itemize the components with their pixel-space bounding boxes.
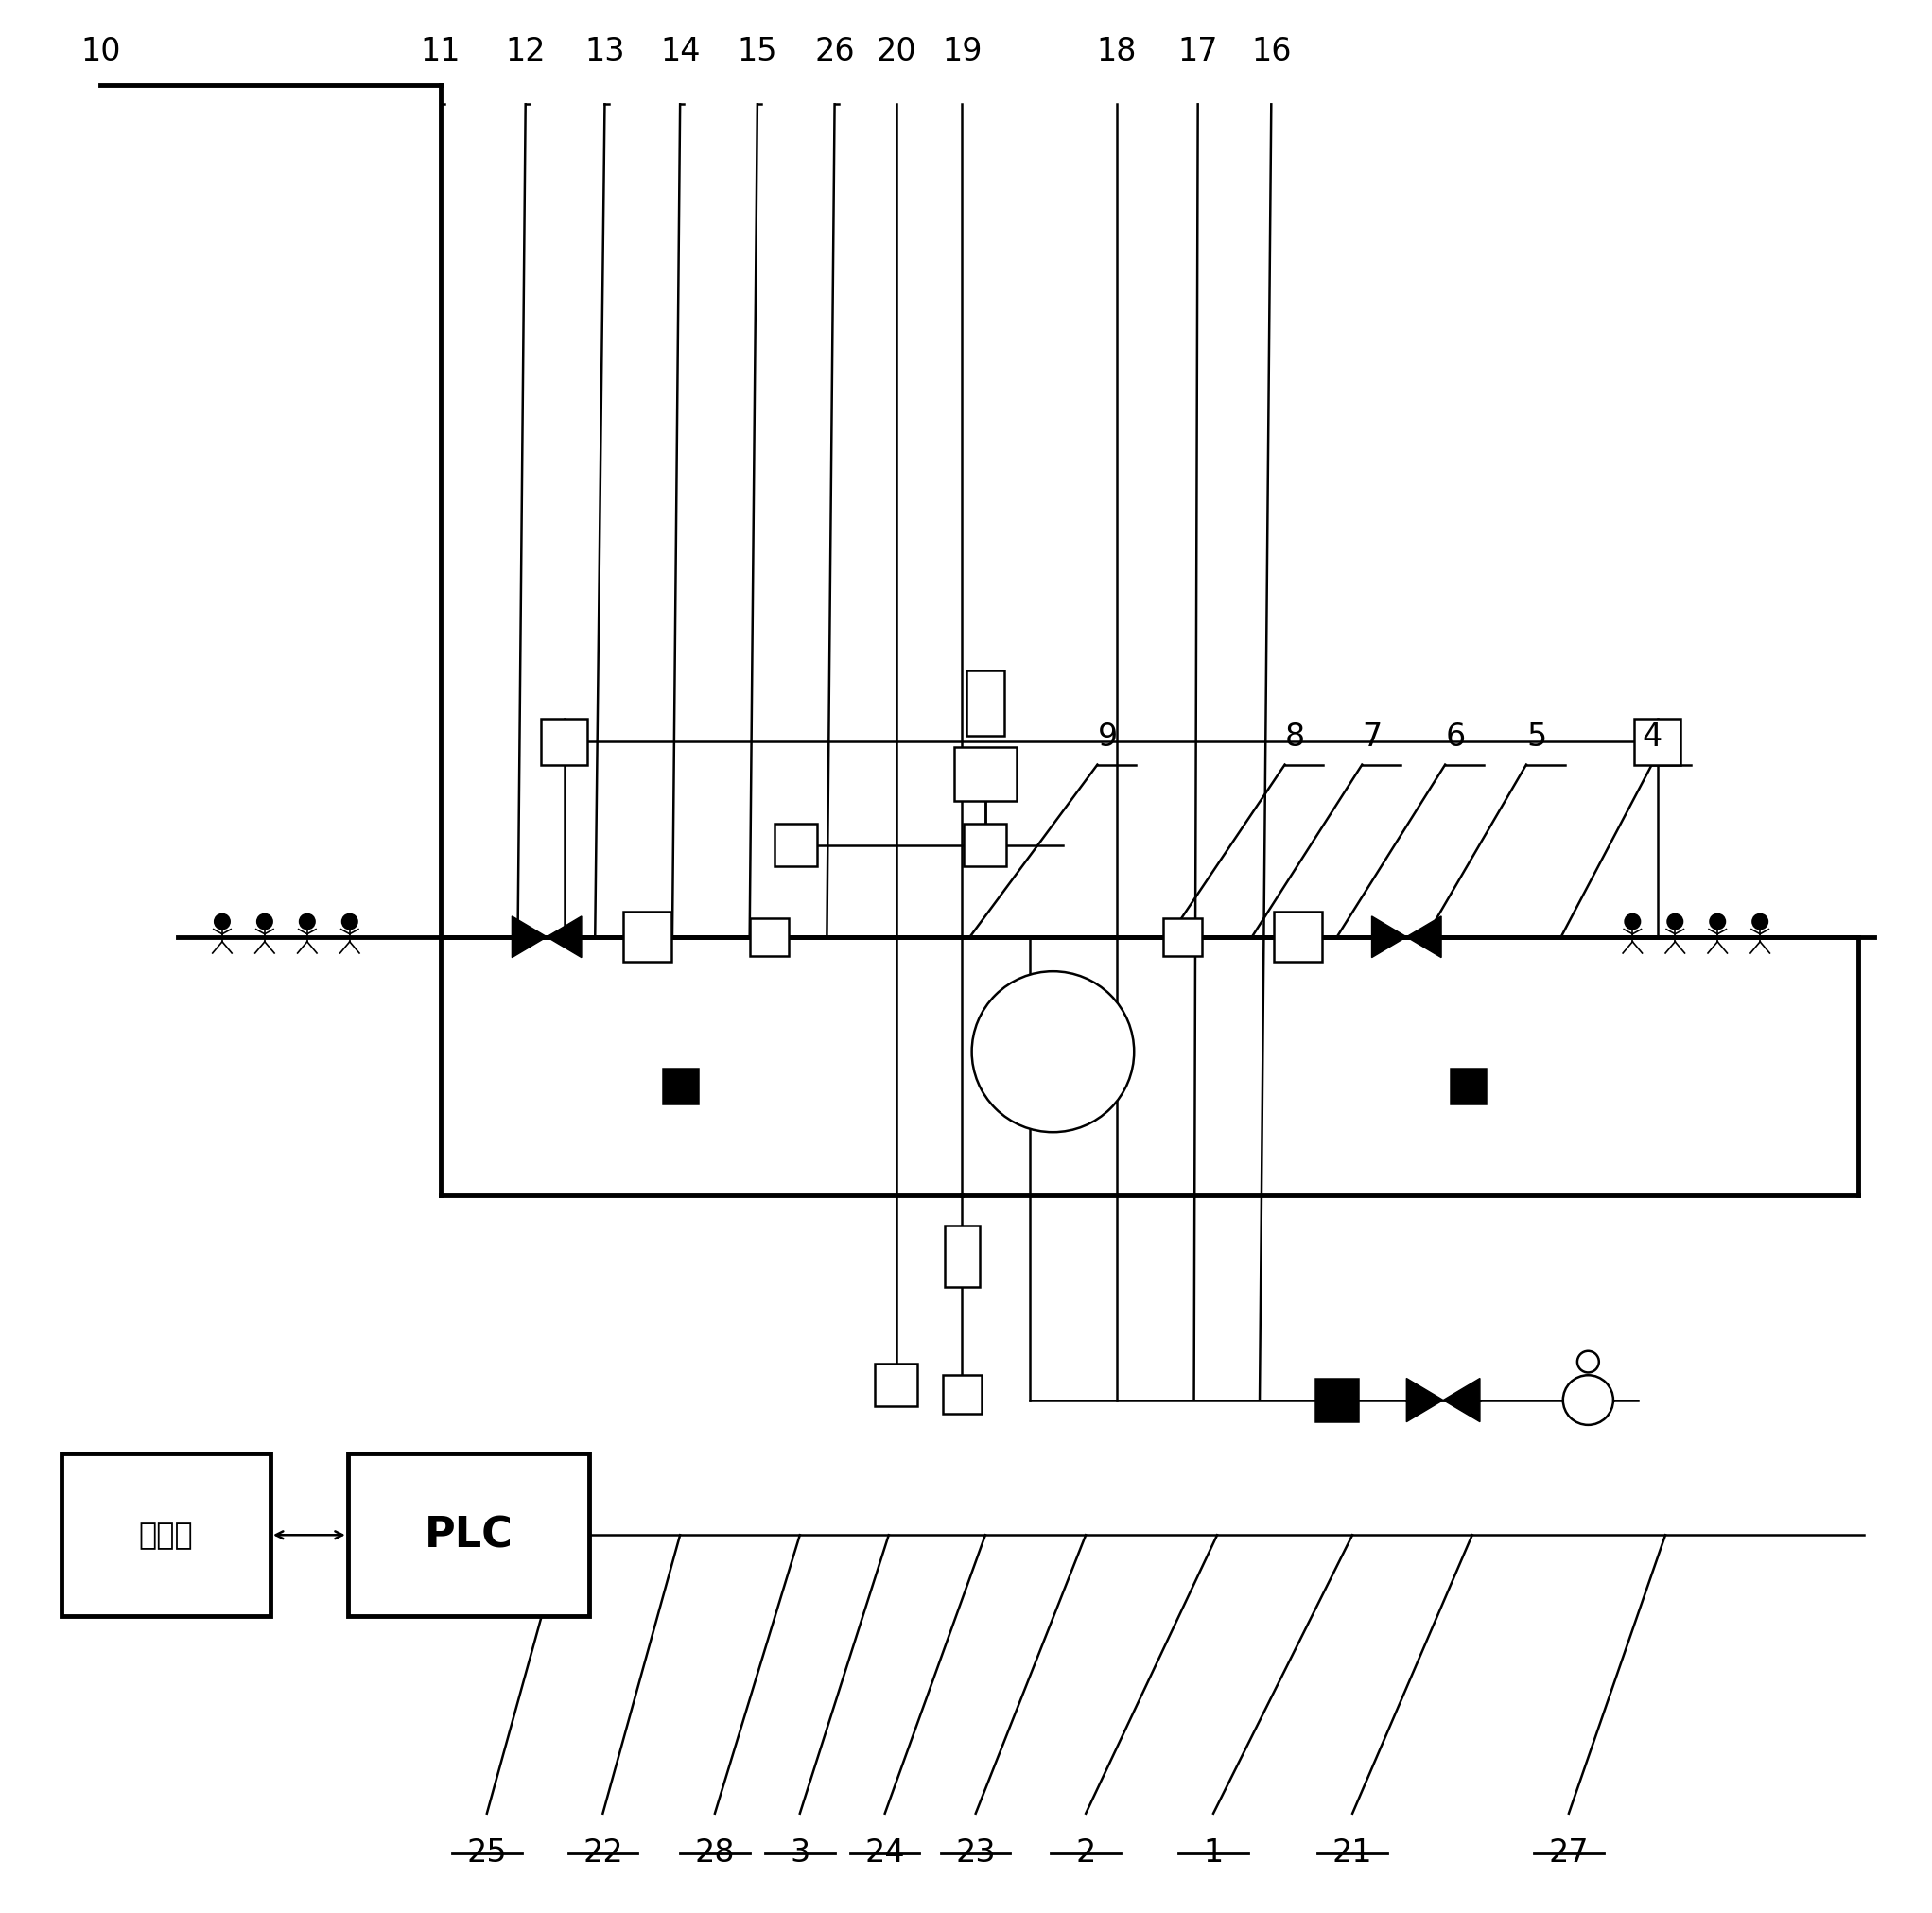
Text: 1: 1 bbox=[1204, 1836, 1223, 1867]
Circle shape bbox=[1710, 914, 1725, 930]
Text: 24: 24 bbox=[866, 1836, 904, 1867]
Text: 25: 25 bbox=[468, 1836, 506, 1867]
Circle shape bbox=[214, 914, 230, 930]
Text: 21: 21 bbox=[1333, 1836, 1372, 1867]
Text: 6: 6 bbox=[1445, 721, 1464, 752]
Circle shape bbox=[1752, 914, 1768, 930]
Text: 28: 28 bbox=[696, 1836, 734, 1867]
Circle shape bbox=[342, 914, 357, 930]
Text: 26: 26 bbox=[815, 36, 854, 67]
Bar bbox=[1275, 913, 1323, 962]
Bar bbox=[875, 1364, 918, 1406]
Circle shape bbox=[1563, 1375, 1613, 1425]
Text: 8: 8 bbox=[1285, 721, 1304, 752]
Text: 12: 12 bbox=[506, 36, 545, 67]
Bar bbox=[945, 1226, 980, 1287]
Text: 7: 7 bbox=[1362, 721, 1381, 752]
Bar bbox=[966, 671, 1005, 737]
Bar bbox=[541, 719, 587, 765]
Text: 13: 13 bbox=[585, 36, 624, 67]
Text: 10: 10 bbox=[81, 36, 120, 67]
Text: 27: 27 bbox=[1549, 1836, 1588, 1867]
Text: 18: 18 bbox=[1097, 36, 1136, 67]
Polygon shape bbox=[547, 916, 582, 958]
Polygon shape bbox=[512, 916, 547, 958]
Circle shape bbox=[257, 914, 272, 930]
Text: 3: 3 bbox=[790, 1836, 810, 1867]
Text: 2: 2 bbox=[1076, 1836, 1095, 1867]
Bar bbox=[964, 825, 1007, 867]
Circle shape bbox=[1625, 914, 1640, 930]
Text: 11: 11 bbox=[421, 36, 460, 67]
Text: 16: 16 bbox=[1252, 36, 1291, 67]
Polygon shape bbox=[1372, 916, 1406, 958]
Text: 17: 17 bbox=[1179, 36, 1217, 67]
Text: 14: 14 bbox=[661, 36, 699, 67]
Text: 4: 4 bbox=[1642, 721, 1662, 752]
Circle shape bbox=[299, 914, 315, 930]
Text: 23: 23 bbox=[956, 1836, 995, 1867]
Text: PLC: PLC bbox=[425, 1515, 512, 1555]
Bar bbox=[943, 1375, 981, 1414]
Bar bbox=[62, 1454, 270, 1616]
Polygon shape bbox=[1406, 916, 1441, 958]
Bar bbox=[775, 825, 817, 867]
Bar bbox=[1451, 1069, 1486, 1104]
Bar bbox=[750, 918, 788, 956]
Text: 19: 19 bbox=[943, 36, 981, 67]
Text: 上位机: 上位机 bbox=[139, 1521, 193, 1550]
Bar bbox=[1634, 719, 1681, 765]
Text: 5: 5 bbox=[1526, 721, 1546, 752]
Text: 22: 22 bbox=[583, 1836, 622, 1867]
Polygon shape bbox=[1406, 1379, 1443, 1421]
Bar bbox=[954, 748, 1016, 802]
Text: 20: 20 bbox=[877, 36, 916, 67]
Text: 9: 9 bbox=[1097, 721, 1117, 752]
Bar bbox=[663, 1069, 697, 1104]
Bar bbox=[624, 913, 672, 962]
Circle shape bbox=[1577, 1351, 1600, 1374]
Circle shape bbox=[1667, 914, 1683, 930]
Text: 15: 15 bbox=[738, 36, 777, 67]
Bar bbox=[1316, 1379, 1358, 1421]
Bar bbox=[348, 1454, 589, 1616]
Polygon shape bbox=[1443, 1379, 1480, 1421]
Bar bbox=[1163, 918, 1202, 956]
Circle shape bbox=[972, 972, 1134, 1132]
